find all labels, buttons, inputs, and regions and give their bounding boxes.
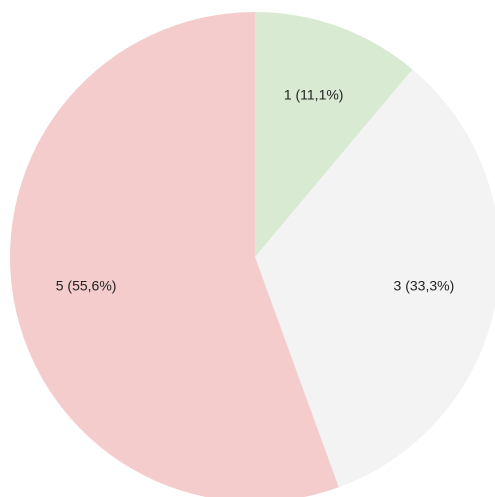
- slice-label: 5 (55,6%): [56, 277, 117, 293]
- pie-slice: [10, 12, 339, 497]
- pie-slice: [255, 12, 413, 257]
- pie-slice: [255, 69, 495, 488]
- slice-label: 3 (33,3%): [394, 277, 455, 293]
- slice-label: 1 (11,1%): [284, 87, 344, 103]
